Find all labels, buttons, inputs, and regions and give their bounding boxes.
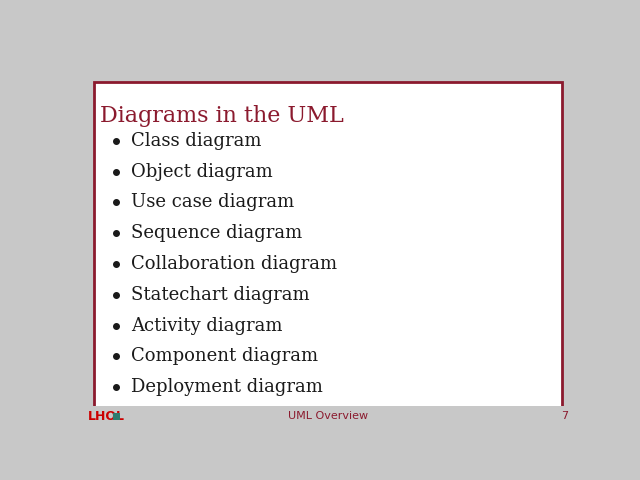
Text: Use case diagram: Use case diagram [131,193,294,211]
Bar [94,82,562,413]
Text: Activity diagram: Activity diagram [131,317,283,335]
Text: Diagrams in the UML: Diagrams in the UML [100,105,344,127]
Text: UML Overview: UML Overview [288,411,368,421]
Text: LHOL: LHOL [88,410,125,423]
Text: Sequence diagram: Sequence diagram [131,224,302,242]
Text: Deployment diagram: Deployment diagram [131,378,323,396]
Text: Collaboration diagram: Collaboration diagram [131,255,337,273]
Text: Class diagram: Class diagram [131,132,262,150]
Text: Object diagram: Object diagram [131,163,273,180]
Text: Statechart diagram: Statechart diagram [131,286,310,304]
Text: Component diagram: Component diagram [131,348,318,365]
Bar [113,413,120,420]
Text: 7: 7 [561,411,568,421]
Bar [80,406,576,427]
